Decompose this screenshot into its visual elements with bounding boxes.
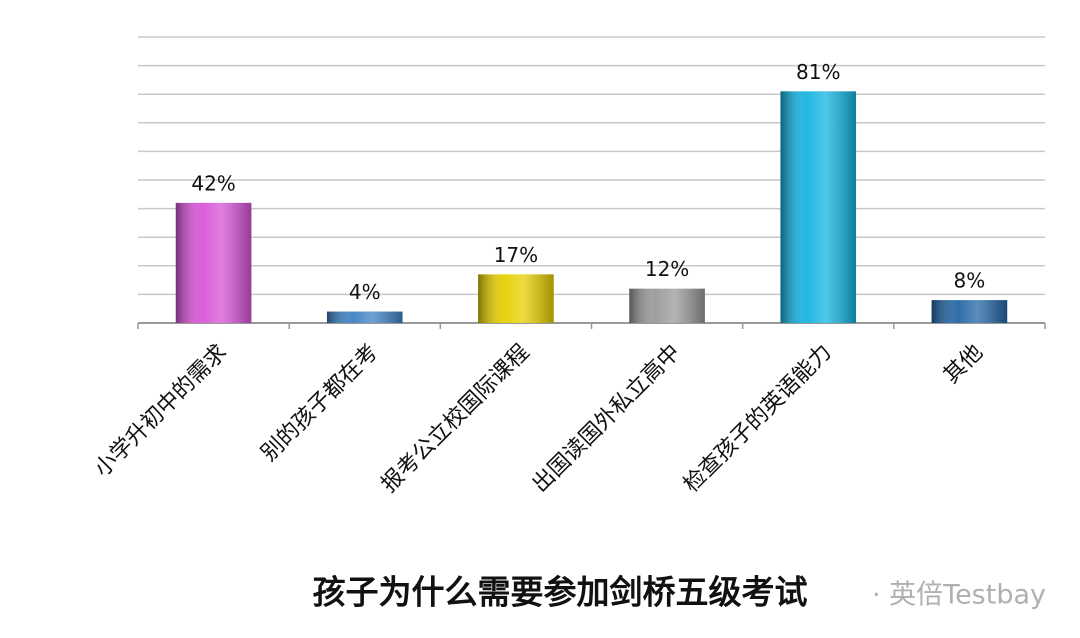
x-tick-label: 小学升初中的需求 (90, 340, 232, 482)
value-label: 42% (191, 171, 235, 195)
watermark: · 英倍Testbay (872, 580, 1046, 611)
x-tick-label: 报考公立校国际课程 (377, 340, 535, 498)
bar-shine (780, 91, 857, 323)
bar-shine (931, 300, 1008, 323)
value-label: 81% (796, 60, 840, 84)
bar-shine (629, 288, 705, 323)
bar-shine (326, 311, 403, 323)
x-tick-label: 出国读国外私立高中 (528, 340, 686, 498)
value-label: 17% (494, 243, 538, 267)
value-label: 8% (954, 269, 986, 293)
x-tick-label: 其他 (939, 340, 988, 389)
chart-title: 孩子为什么需要参加剑桥五级考试 (313, 573, 808, 612)
bar-shine (478, 274, 554, 323)
x-tick-label: 检查孩子的英语能力 (679, 340, 837, 498)
bar-shine (175, 202, 252, 323)
x-tick-label: 别的孩子都在考 (257, 340, 384, 467)
value-label: 4% (349, 280, 381, 304)
value-label: 12% (645, 257, 689, 281)
